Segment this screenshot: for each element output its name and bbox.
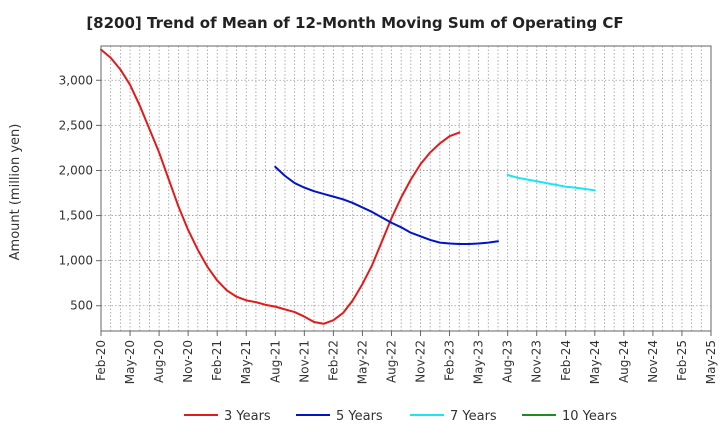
legend-label: 7 Years <box>450 409 497 424</box>
plot-area <box>100 45 712 332</box>
x-tick-label: Feb-21 <box>210 340 224 381</box>
x-tick-label: Feb-25 <box>675 340 689 381</box>
x-tick-label: Aug-21 <box>268 340 282 383</box>
x-tick-label: Nov-20 <box>181 340 195 383</box>
x-tick-label: Feb-24 <box>559 340 573 381</box>
y-tick-label: 2,000 <box>59 163 93 177</box>
x-tick-label: Nov-22 <box>414 340 428 383</box>
y-tick-label: 3,000 <box>59 73 93 87</box>
x-tick-label: Feb-20 <box>94 340 108 381</box>
x-tick-label: Feb-22 <box>326 340 340 381</box>
series-lines <box>100 48 596 325</box>
x-tick-label: May-25 <box>704 340 718 384</box>
series-line-7-years <box>506 173 596 192</box>
x-tick-label: Nov-24 <box>646 340 660 383</box>
legend: 3 Years 5 Years 7 Years 10 Years <box>184 409 617 424</box>
x-tick-label: May-22 <box>355 340 369 384</box>
legend-label: 5 Years <box>336 409 383 424</box>
y-tick-label: 1,000 <box>59 254 93 268</box>
x-tick-label: Feb-23 <box>443 340 457 381</box>
y-axis-label: Amount (million yen) <box>8 124 23 261</box>
legend-label: 3 Years <box>224 409 271 424</box>
x-axis-ticks: Feb-20 May-20 Aug-20 Nov-20 Feb-21 May-21 Aug-… <box>94 331 718 384</box>
chart-title: [8200] Trend of Mean of 12-Month Moving … <box>86 14 623 32</box>
x-tick-label: May-20 <box>123 340 137 384</box>
grid <box>100 46 712 331</box>
x-tick-label: Nov-21 <box>297 340 311 383</box>
x-tick-label: Aug-20 <box>152 340 166 383</box>
x-tick-label: May-21 <box>239 340 253 384</box>
x-tick-label: May-23 <box>472 340 486 384</box>
x-tick-label: May-24 <box>588 340 602 384</box>
series-line-5-years <box>274 165 499 245</box>
y-tick-label: 2,500 <box>59 118 93 132</box>
x-tick-label: Aug-22 <box>384 340 398 383</box>
y-axis-ticks: 500 1,000 1,500 2,000 2,500 3,000 <box>59 73 101 313</box>
x-tick-label: Aug-24 <box>617 340 631 383</box>
x-tick-label: Aug-23 <box>501 340 515 383</box>
series-line-3-years <box>100 48 461 325</box>
legend-label: 10 Years <box>562 409 617 424</box>
y-tick-label: 1,500 <box>59 209 93 223</box>
x-tick-label: Nov-23 <box>530 340 544 383</box>
y-tick-label: 500 <box>70 299 93 313</box>
